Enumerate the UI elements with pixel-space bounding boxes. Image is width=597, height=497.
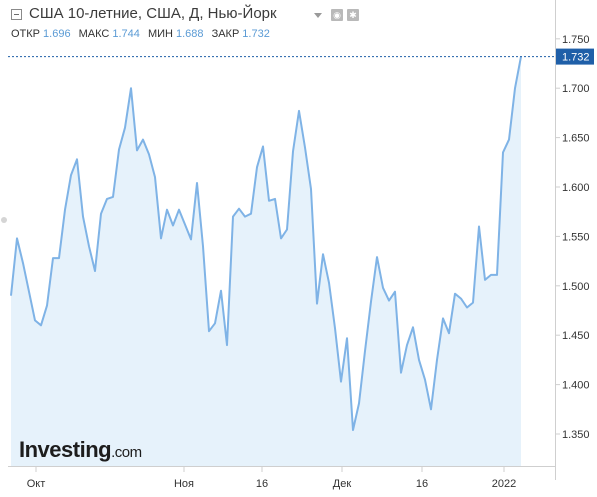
chart-header: США 10-летние, США, Д, Нью-Йорк ◉ ✱ ОТКР…	[0, 0, 597, 44]
x-tick-label: Ноя	[174, 478, 194, 490]
area-fill	[11, 56, 521, 466]
y-tick-label: 1.550	[562, 231, 590, 243]
x-tick-label: Дек	[333, 478, 352, 490]
x-tick-label: 2022	[492, 478, 516, 490]
chart-title[interactable]: США 10-летние, США, Д, Нью-Йорк	[29, 5, 277, 22]
y-tick-label: 1.650	[562, 133, 590, 145]
price-line	[10, 56, 522, 431]
y-tick-label: 1.750	[562, 34, 590, 46]
low-value: 1.688	[175, 28, 204, 40]
high-label: МАКС	[78, 28, 110, 40]
logo-domain: .com	[111, 444, 142, 461]
gear-icon[interactable]: ✱	[347, 9, 359, 21]
investing-logo: Investing.com	[19, 437, 142, 463]
open-value: 1.696	[43, 28, 71, 40]
chevron-down-icon[interactable]	[314, 13, 322, 18]
x-tick-label: 16	[416, 478, 428, 490]
ohlc-readout: ОТКР 1.696 МАКС 1.744 МИН 1.688 ЗАКР 1.732	[11, 28, 275, 40]
y-tick-label: 1.500	[562, 281, 590, 293]
y-tick-label: 1.450	[562, 330, 590, 342]
close-label: ЗАКР	[211, 28, 240, 40]
close-value: 1.732	[242, 28, 270, 40]
low-label: МИН	[147, 28, 173, 40]
scroll-handle-icon	[1, 217, 7, 223]
last-value-badge	[556, 48, 594, 65]
y-tick-label: 1.700	[562, 83, 590, 95]
y-tick-label: 1.350	[562, 429, 590, 441]
logo-word: Investing	[19, 437, 112, 462]
open-label: ОТКР	[11, 28, 41, 40]
collapse-icon[interactable]	[11, 9, 22, 20]
y-tick-label: 1.400	[562, 380, 590, 392]
x-tick-label: Окт	[27, 478, 46, 490]
x-tick-label: 16	[256, 478, 268, 490]
settings-icon[interactable]: ◉	[331, 9, 343, 21]
last-value-label: 1.732	[562, 52, 590, 64]
y-tick-label: 1.600	[562, 182, 590, 194]
high-value: 1.744	[112, 28, 140, 40]
